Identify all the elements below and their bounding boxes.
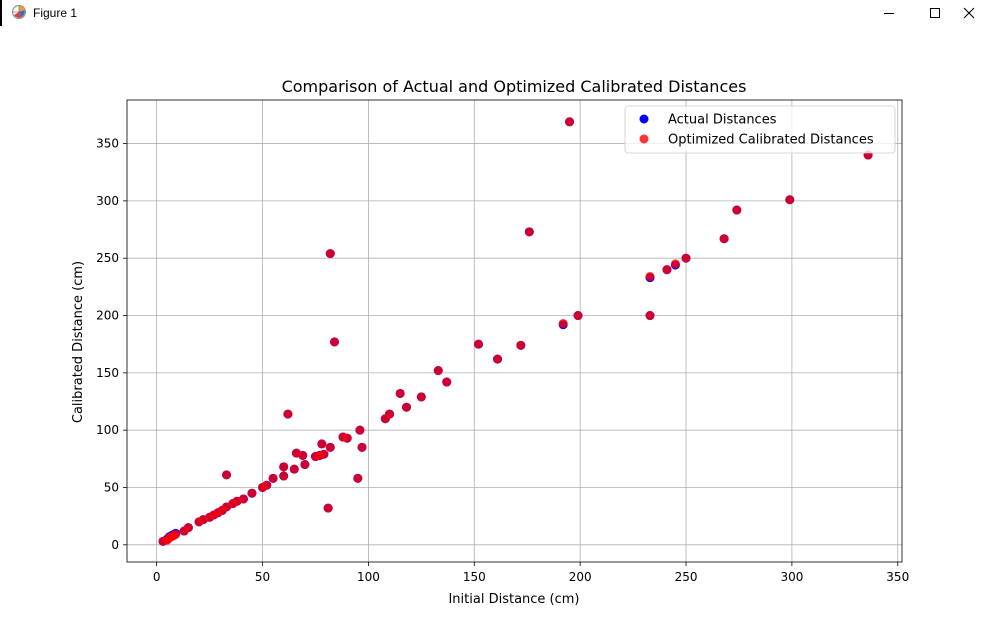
data-point	[662, 265, 672, 275]
data-point	[402, 402, 412, 412]
data-point	[171, 529, 181, 539]
data-point	[325, 249, 335, 259]
data-point	[222, 470, 232, 480]
y-tick-label: 150	[96, 366, 119, 380]
data-point	[524, 227, 534, 237]
x-tick-label: 350	[886, 570, 909, 584]
x-tick-label: 0	[153, 570, 161, 584]
data-point	[645, 272, 655, 282]
chart-title: Comparison of Actual and Optimized Calib…	[282, 77, 747, 96]
y-tick-label: 300	[96, 194, 119, 208]
x-tick-label: 50	[255, 570, 270, 584]
y-tick-label: 250	[96, 251, 119, 265]
data-point	[279, 462, 289, 472]
axis-ticks: 0 50 100 150 200 250 300 350 0 50 100 150 200 250 300 3…	[96, 137, 909, 584]
data-point	[442, 377, 452, 387]
data-point	[645, 311, 655, 321]
data-point	[433, 366, 443, 376]
y-tick-label: 50	[104, 480, 119, 494]
data-point	[493, 354, 503, 364]
legend-label: Optimized Calibrated Distances	[668, 133, 874, 148]
data-point	[732, 205, 742, 215]
data-point	[670, 259, 680, 269]
y-tick-label: 200	[96, 309, 119, 323]
grid-lines	[127, 100, 902, 562]
data-point	[355, 425, 365, 435]
data-point	[573, 311, 583, 321]
close-button[interactable]	[946, 0, 992, 26]
data-point	[474, 339, 484, 349]
data-point	[353, 473, 363, 483]
minimize-button[interactable]	[866, 0, 912, 26]
data-point	[238, 494, 248, 504]
data-point	[323, 503, 333, 513]
minimize-icon	[884, 13, 894, 14]
data-point	[558, 319, 568, 329]
data-point	[681, 253, 691, 263]
x-tick-label: 100	[357, 570, 380, 584]
legend-box	[624, 105, 896, 154]
data-point	[516, 340, 526, 350]
legend-marker	[639, 134, 649, 144]
data-point	[719, 234, 729, 244]
data-point	[385, 409, 395, 419]
window-titlebar[interactable]: Figure 1	[2, 0, 992, 26]
data-point	[262, 480, 272, 490]
scatter-chart: 0 50 100 150 200 250 300 350 0 50 100 150 200 250 300 3…	[0, 26, 992, 620]
data-point	[283, 409, 293, 419]
legend-marker	[639, 114, 649, 124]
maximize-button[interactable]	[912, 0, 958, 26]
plot-frame	[126, 99, 903, 563]
data-point	[279, 471, 289, 481]
data-point	[325, 442, 335, 452]
x-axis-label: Initial Distance (cm)	[448, 592, 579, 607]
data-point	[317, 439, 327, 449]
data-point	[300, 460, 310, 470]
maximize-icon	[930, 8, 940, 18]
x-tick-label: 150	[463, 570, 486, 584]
matplotlib-figure-icon	[12, 5, 26, 19]
y-tick-label: 0	[111, 538, 119, 552]
data-point	[330, 337, 340, 347]
data-point	[357, 442, 367, 452]
data-point	[319, 449, 329, 459]
data-point	[268, 473, 278, 483]
data-point	[183, 523, 193, 533]
legend-label: Actual Distances	[668, 113, 777, 128]
y-tick-label: 100	[96, 423, 119, 437]
close-icon	[963, 7, 975, 19]
data-point	[416, 392, 426, 402]
window-title: Figure 1	[33, 6, 78, 20]
y-axis-label: Calibrated Distance (cm)	[71, 261, 86, 423]
x-tick-label: 300	[780, 570, 803, 584]
legend: Actual Distances Optimized Calibrated Dis…	[624, 105, 896, 154]
data-point	[298, 450, 308, 460]
y-tick-label: 350	[96, 137, 119, 151]
data-point	[565, 117, 575, 127]
x-tick-label: 250	[675, 570, 698, 584]
data-point	[342, 433, 352, 443]
x-tick-label: 200	[569, 570, 592, 584]
data-point	[289, 464, 299, 474]
data-point	[247, 488, 257, 498]
data-point	[395, 388, 405, 398]
data-point	[785, 195, 795, 205]
